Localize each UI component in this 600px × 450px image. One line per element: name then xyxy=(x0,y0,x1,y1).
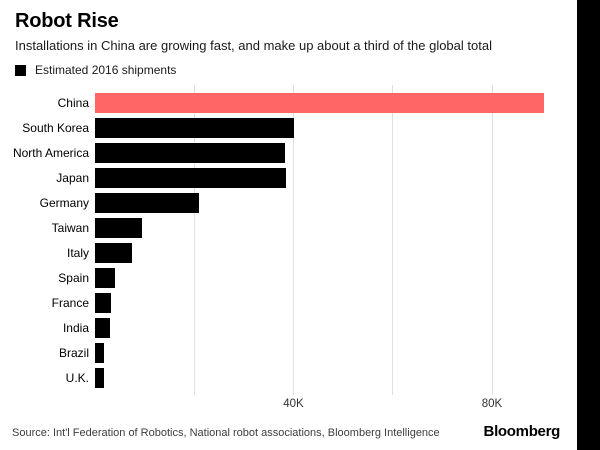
category-label-brazil: Brazil xyxy=(58,346,89,360)
bar-japan xyxy=(95,168,286,188)
bar-taiwan xyxy=(95,218,143,238)
chart-legend: Estimated 2016 shipments xyxy=(15,63,176,77)
category-label-india: India xyxy=(62,321,89,335)
category-label-south-korea: South Korea xyxy=(22,121,89,135)
bar-spain xyxy=(95,268,115,288)
x-axis-tick-label-40k: 40K xyxy=(283,398,304,410)
page-title: Robot Rise xyxy=(15,10,119,32)
legend-swatch-icon xyxy=(15,64,26,76)
bar-brazil xyxy=(95,343,104,363)
source-note: Source: Int'l Federation of Robotics, Na… xyxy=(12,427,440,439)
x-axis-tick-label-80k: 80K xyxy=(481,398,503,410)
gridline-20k xyxy=(193,85,195,395)
bar-italy xyxy=(95,243,133,263)
right-black-strip xyxy=(577,0,600,450)
category-label-taiwan: Taiwan xyxy=(51,221,89,235)
bar-chart: China South Korea North America Japan German… xyxy=(0,85,577,395)
category-label-u-k: U.K. xyxy=(65,371,89,385)
category-label-france: France xyxy=(51,296,89,310)
bloomberg-logo: Bloomberg xyxy=(483,423,561,440)
bar-france xyxy=(95,293,111,313)
category-label-north-america: North America xyxy=(12,146,89,160)
gridline-40k xyxy=(293,85,294,395)
category-label-china: China xyxy=(57,96,89,110)
bar-u-k xyxy=(95,368,104,388)
legend-label: Estimated 2016 shipments xyxy=(35,63,177,77)
x-axis: 40K 80K xyxy=(0,398,577,414)
category-label-germany: Germany xyxy=(39,196,89,210)
chart-subtitle: Installations in China are growing fast,… xyxy=(15,38,492,53)
gridline-60k xyxy=(392,85,394,395)
bar-india xyxy=(95,318,110,338)
category-label-italy: Italy xyxy=(66,246,89,260)
category-label-spain: Spain xyxy=(58,271,89,285)
bar-north-america xyxy=(95,143,285,163)
bar-china xyxy=(95,93,545,113)
bar-south-korea xyxy=(95,118,295,138)
category-label-japan: Japan xyxy=(56,171,89,185)
bar-germany xyxy=(95,193,200,213)
gridline-80k xyxy=(491,85,493,395)
